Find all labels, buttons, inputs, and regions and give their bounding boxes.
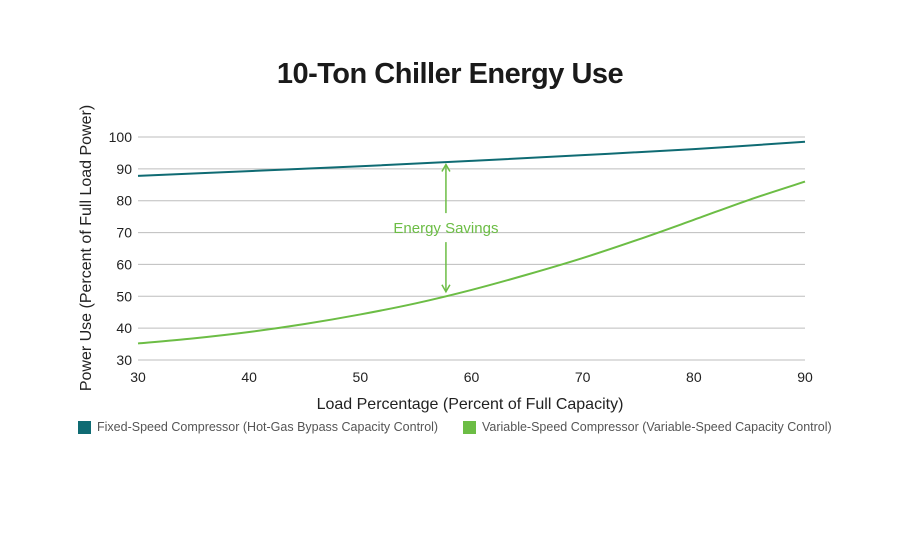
series-layer — [137, 140, 806, 345]
x-tick-label-80: 80 — [686, 369, 702, 385]
annotation-layer: Energy Savings — [393, 163, 498, 294]
legend-swatch-fixed-speed — [78, 420, 91, 434]
y-tick-label-30: 30 — [116, 352, 132, 368]
x-tick-label-30: 30 — [130, 369, 146, 385]
y-tick-label-90: 90 — [116, 161, 132, 177]
x-tick-label-90: 90 — [797, 369, 813, 385]
chart-title: 10-Ton Chiller Energy Use — [276, 58, 624, 90]
annotation-arrowhead-down — [441, 284, 451, 294]
x-tick-label-60: 60 — [464, 369, 480, 385]
annotation-label: Energy Savings — [393, 220, 498, 237]
axis-layer: 30 40 50 60 70 80 90 100 30 40 50 60 70 80 90 — [109, 129, 813, 385]
legend-swatch-variable-speed — [463, 420, 476, 434]
y-tick-label-70: 70 — [116, 225, 132, 241]
series-line-fixed-speed — [137, 140, 806, 177]
x-tick-label-40: 40 — [241, 369, 257, 385]
legend-item-fixed-speed: Fixed-Speed Compressor (Hot-Gas Bypass C… — [78, 420, 438, 434]
y-tick-label-50: 50 — [116, 288, 132, 304]
x-axis-label: Load Percentage (Percent of Full Capacit… — [317, 396, 624, 413]
y-tick-label-40: 40 — [116, 320, 132, 336]
y-tick-label-60: 60 — [116, 256, 132, 272]
legend-label-variable-speed: Variable-Speed Compressor (Variable-Spee… — [482, 420, 832, 434]
legend-label-fixed-speed: Fixed-Speed Compressor (Hot-Gas Bypass C… — [97, 420, 439, 434]
grid-layer — [138, 136, 805, 361]
annotation-arrowhead-up — [441, 163, 451, 172]
y-axis-label: Power Use (Percent of Full Load Power) — [78, 105, 95, 391]
y-tick-label-80: 80 — [116, 193, 132, 209]
x-tick-label-50: 50 — [353, 369, 369, 385]
series-line-variable-speed — [137, 180, 806, 345]
legend-item-variable-speed: Variable-Speed Compressor (Variable-Spee… — [463, 420, 832, 434]
y-tick-label-100: 100 — [109, 129, 133, 145]
x-tick-label-70: 70 — [575, 369, 591, 385]
